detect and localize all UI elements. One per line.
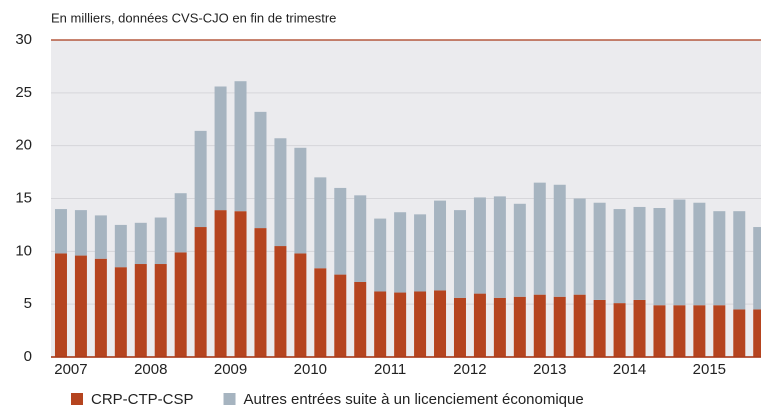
bar-segment — [414, 214, 427, 292]
bar-segment — [214, 210, 227, 357]
bar-segment — [633, 299, 646, 357]
bar-segment — [74, 255, 87, 357]
bar-segment — [194, 227, 207, 357]
x-tick-label: 2008 — [134, 361, 167, 378]
bar-segment — [473, 197, 486, 294]
bar-segment — [753, 309, 761, 357]
legend-swatch — [223, 393, 236, 405]
bar-segment — [354, 195, 367, 282]
x-tick-label: 2012 — [453, 361, 486, 378]
bar-segment — [354, 281, 367, 357]
legend-label: Autres entrées suite à un licenciement é… — [244, 391, 584, 408]
bar-segment — [254, 228, 267, 357]
bar-segment — [733, 211, 746, 310]
x-tick-label: 2009 — [214, 361, 247, 378]
bar-segment — [254, 111, 267, 229]
bar-segment — [414, 291, 427, 357]
bar-segment — [274, 138, 287, 247]
bar-segment — [154, 264, 167, 357]
bar-segment — [733, 309, 746, 357]
y-tick-label: 0 — [24, 348, 32, 365]
bar-segment — [633, 206, 646, 300]
bar-segment — [453, 297, 466, 357]
bar-segment — [234, 81, 247, 212]
bar-segment — [94, 215, 107, 259]
bar-segment — [434, 200, 447, 291]
bar-segment — [493, 196, 506, 298]
bar-segment — [473, 293, 486, 357]
legend-label: CRP-CTP-CSP — [91, 391, 194, 408]
bar-segment — [453, 210, 466, 298]
bar-segment — [553, 184, 566, 297]
bar-segment — [134, 264, 147, 357]
bar-segment — [693, 202, 706, 306]
bar-segment — [653, 208, 666, 306]
x-tick-label: 2011 — [374, 361, 406, 378]
bar-segment — [753, 227, 761, 310]
bar-segment — [174, 193, 187, 253]
bar-segment — [334, 274, 347, 357]
bar-segment — [573, 198, 586, 295]
bar-segment — [194, 130, 207, 228]
bar-segment — [114, 224, 127, 268]
bar-segment — [593, 299, 606, 357]
bar-segment — [334, 187, 347, 275]
bar-segment — [713, 305, 726, 357]
x-tick-label: 2013 — [533, 361, 566, 378]
bar-segment — [94, 258, 107, 357]
x-tick-label: 2010 — [294, 361, 327, 378]
y-tick-label: 10 — [15, 242, 32, 259]
bar-segment — [513, 203, 526, 297]
bar-segment — [234, 211, 247, 357]
x-tick-label: 2015 — [693, 361, 726, 378]
x-tick-label: 2007 — [54, 361, 87, 378]
bar-segment — [693, 305, 706, 357]
bar-segment — [533, 182, 546, 295]
legend-swatch — [71, 393, 83, 405]
bar-segment — [134, 222, 147, 265]
y-tick-label: 5 — [24, 295, 32, 312]
bar-segment — [114, 267, 127, 357]
bar-segment — [294, 147, 307, 254]
bar-segment — [154, 217, 167, 265]
bar-segment — [54, 209, 67, 254]
bar-segment — [653, 305, 666, 357]
bar-segment — [294, 253, 307, 357]
bar-segment — [533, 294, 546, 357]
bar-segment — [214, 86, 227, 211]
bar-segment — [713, 211, 726, 306]
bar-segment — [593, 202, 606, 300]
bar-segment — [673, 305, 686, 357]
bar-segment — [314, 268, 327, 357]
bar-segment — [274, 246, 287, 357]
bar-segment — [513, 296, 526, 357]
bar-segment — [394, 212, 407, 293]
y-tick-label: 15 — [15, 189, 32, 206]
y-tick-label: 25 — [15, 84, 32, 101]
bar-segment — [613, 303, 626, 357]
bar-segment — [553, 296, 566, 357]
bar-segment — [613, 209, 626, 304]
bar-segment — [493, 297, 506, 357]
y-tick-label: 20 — [15, 137, 32, 154]
bar-segment — [573, 294, 586, 357]
bar-segment — [174, 252, 187, 357]
y-tick-label: 30 — [15, 31, 32, 48]
chart-subtitle: En milliers, données CVS-CJO en fin de t… — [51, 10, 336, 25]
bar-segment — [54, 253, 67, 357]
bar-segment — [374, 291, 387, 357]
bar-segment — [434, 290, 447, 357]
bar-segment — [314, 177, 327, 269]
bar-segment — [673, 199, 686, 306]
bar-segment — [74, 210, 87, 256]
bar-segment — [394, 292, 407, 357]
x-tick-label: 2014 — [613, 361, 646, 378]
bar-segment — [374, 218, 387, 292]
